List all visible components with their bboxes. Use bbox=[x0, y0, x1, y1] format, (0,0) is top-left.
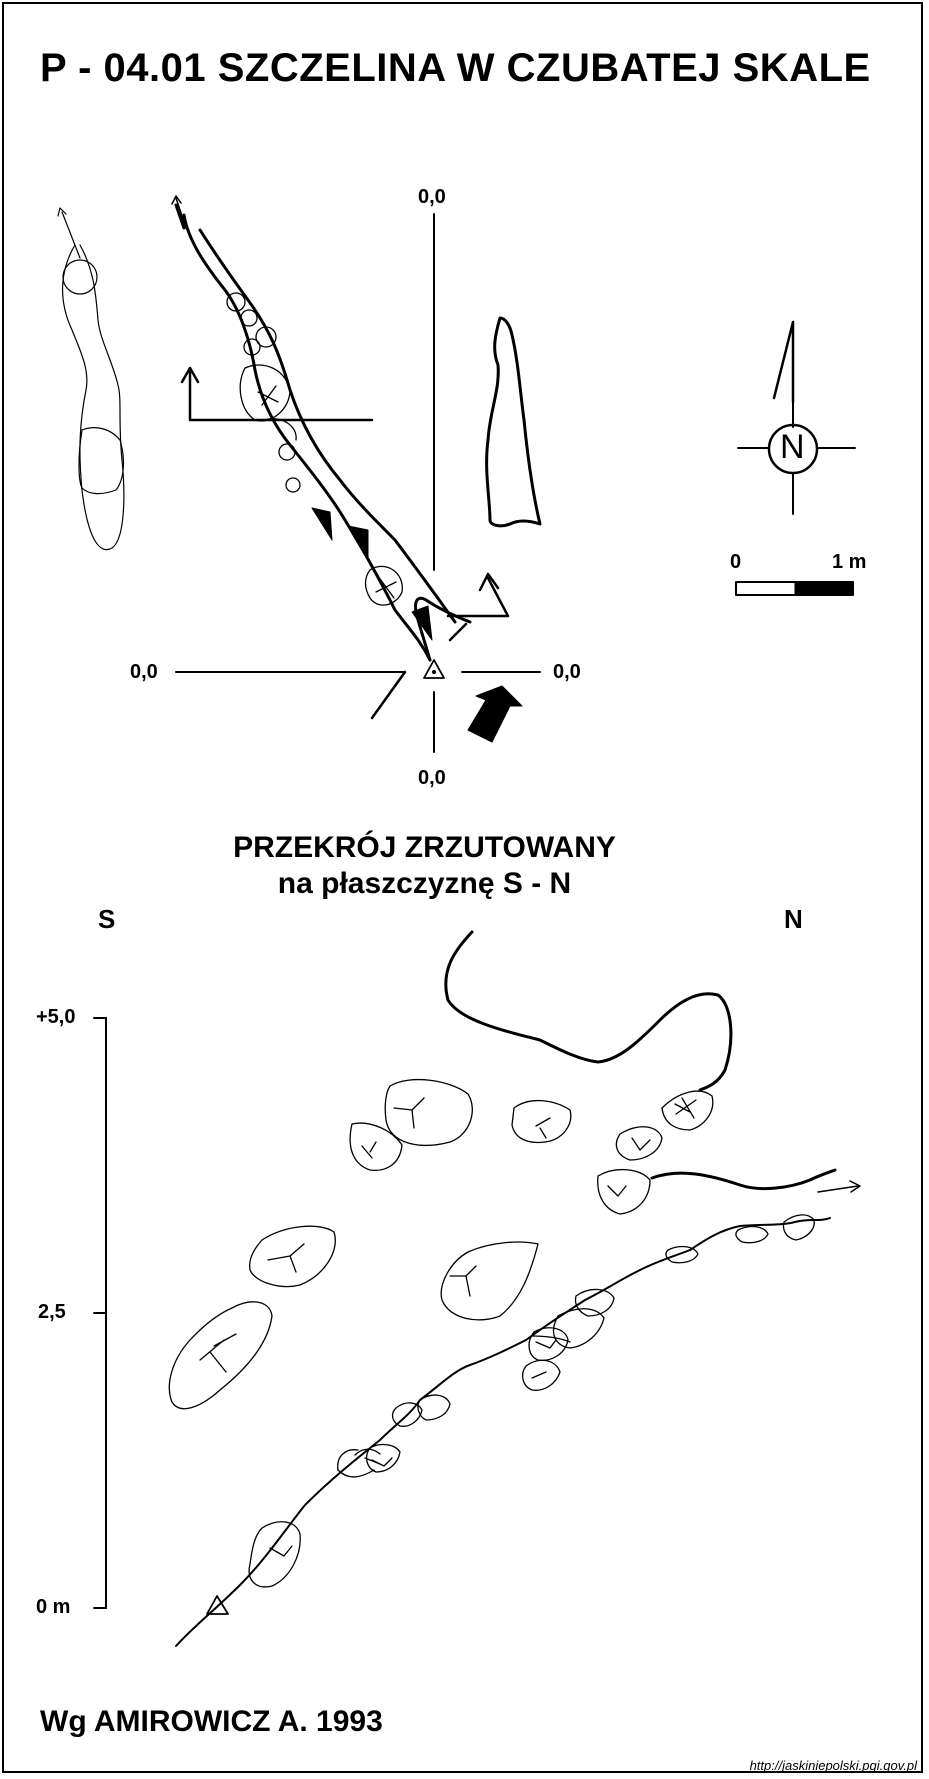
elevation-label-mid: 2,5 bbox=[38, 1301, 66, 1323]
section-datum bbox=[206, 1595, 229, 1615]
elevation-ruler bbox=[93, 1017, 107, 1609]
direction-north: N bbox=[784, 904, 803, 934]
datum-triangle bbox=[423, 659, 445, 679]
coord-label-left: 0,0 bbox=[130, 661, 158, 683]
floor-profile bbox=[175, 1217, 831, 1647]
slope-markers bbox=[311, 507, 433, 641]
north-letter: N bbox=[780, 428, 805, 466]
source-url[interactable]: http://jaskiniepolski.pgi.gov.pl bbox=[749, 1758, 917, 1773]
coord-label-right: 0,0 bbox=[553, 661, 581, 683]
scale-label-start: 0 bbox=[730, 551, 742, 573]
plan-boulders bbox=[226, 292, 403, 606]
scale-bar bbox=[735, 581, 854, 596]
section-boulders bbox=[168, 1078, 815, 1588]
north-arrow bbox=[737, 320, 856, 515]
side-passage-outline bbox=[650, 1168, 837, 1191]
passage-arrow bbox=[175, 197, 187, 229]
right-cross-section bbox=[485, 316, 542, 528]
cave-passage-outline bbox=[174, 203, 472, 662]
section-cut-line bbox=[188, 370, 374, 422]
ceiling-outline bbox=[444, 930, 733, 1092]
cross-section-outline bbox=[57, 207, 125, 551]
elevation-label-bottom: 0 m bbox=[36, 1596, 71, 1618]
plan-axes bbox=[175, 213, 541, 753]
passage-exit-arrow bbox=[446, 576, 510, 618]
section-subtitle: na płaszczyznę S - N bbox=[277, 867, 572, 900]
author-credit: Wg AMIROWICZ A. 1993 bbox=[40, 1705, 383, 1738]
section-title: PRZEKRÓJ ZRZUTOWANY bbox=[233, 831, 616, 864]
direction-south: S bbox=[98, 904, 116, 934]
entrance-arrow bbox=[467, 685, 523, 743]
coord-label-bottom: 0,0 bbox=[418, 767, 446, 789]
scale-label-end: 1 m bbox=[832, 551, 867, 573]
coord-label-top: 0,0 bbox=[418, 186, 446, 208]
elevation-label-top: +5,0 bbox=[36, 1006, 76, 1028]
page-title: P - 04.01 SZCZELINA W CZUBATEJ SKALE bbox=[40, 46, 871, 90]
